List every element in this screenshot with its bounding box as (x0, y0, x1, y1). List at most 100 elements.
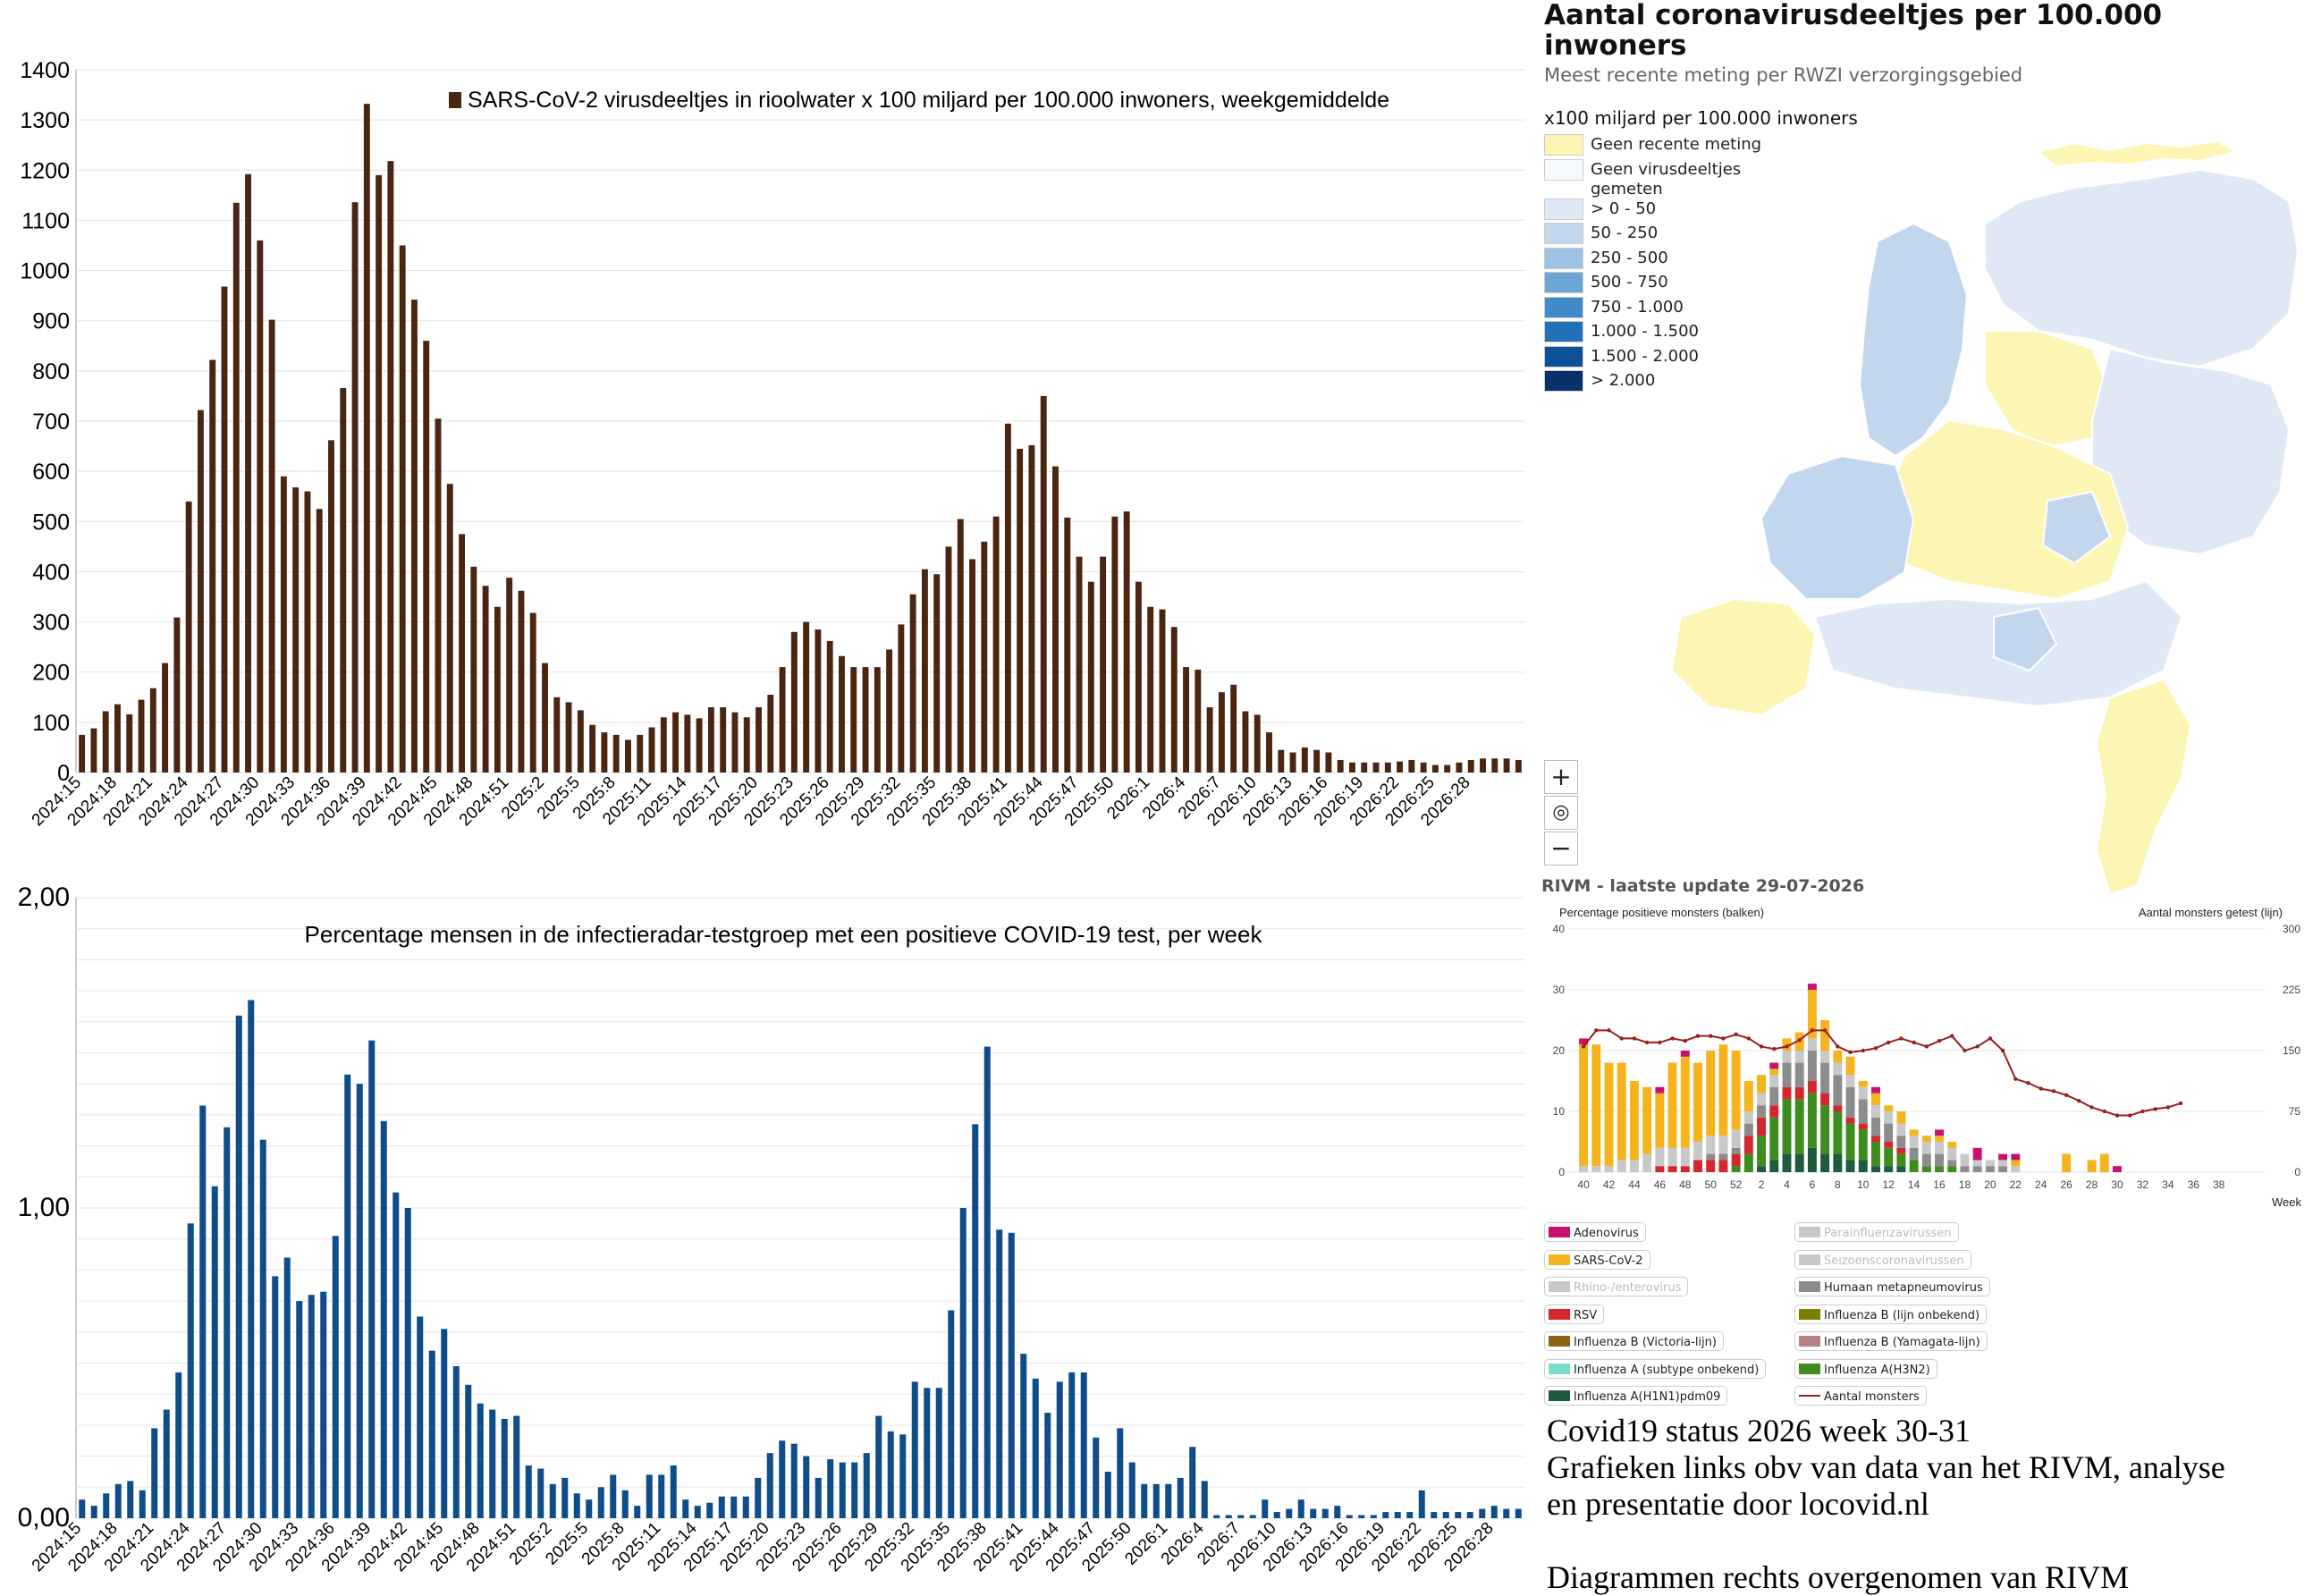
rivm-bar-rhino (1820, 1051, 1830, 1063)
bar (887, 1431, 894, 1518)
map-legend-swatch (1544, 345, 1583, 367)
bar (537, 1468, 544, 1518)
bar (625, 739, 631, 773)
bar (586, 1499, 593, 1518)
bar (565, 702, 572, 773)
rivm-line-point (2128, 1113, 2132, 1118)
rivm-legend-item: Humaan metapneumovirus (1794, 1277, 1990, 1296)
map-region-highlight-2[interactable] (2041, 490, 2112, 565)
bar (718, 1496, 725, 1518)
rivm-line-point (1619, 1036, 1624, 1041)
bar (1370, 1515, 1377, 1518)
netherlands-map[interactable] (1609, 116, 2313, 903)
rivm-bar-hmpv (1935, 1153, 1945, 1167)
rivm-bar-rhino (1960, 1153, 1970, 1167)
map-region-south-holland[interactable] (1760, 454, 1915, 600)
bar (720, 707, 727, 773)
rivm-bar-sars (1642, 1086, 1652, 1154)
rivm-legend-label: Influenza A(H1N1)pdm09 (1574, 1390, 1721, 1404)
bar (589, 724, 596, 773)
rivm-bar-sars (2087, 1160, 2097, 1172)
rivm-bar-sars (1947, 1142, 1957, 1148)
bar (981, 541, 988, 773)
rivm-bar-h3n2 (1731, 1166, 1741, 1172)
map-region-zeeland[interactable] (1670, 597, 1817, 717)
rivm-bar-h3n2 (1896, 1153, 1906, 1167)
bar (1466, 1512, 1473, 1518)
bar (525, 1465, 532, 1518)
bar (102, 711, 109, 773)
rivm-bar-h1n1 (1845, 1160, 1855, 1172)
bar (296, 1301, 303, 1518)
bar (1183, 667, 1190, 773)
bar (79, 1499, 86, 1518)
rivm-bar-sars (1579, 1044, 1589, 1167)
map-region-limburg[interactable] (2095, 678, 2192, 896)
rivm-x-tick: 50 (1705, 1178, 1718, 1191)
bar (755, 1477, 762, 1518)
map-legend-label: 500 - 750 (1591, 273, 1668, 291)
rivm-bar-adeno (2011, 1153, 2021, 1161)
aantal-monsters-line (1583, 1029, 2182, 1117)
bar (839, 1462, 846, 1518)
map-legend-label: 1.000 - 1.500 (1591, 322, 1699, 341)
locate-button[interactable]: ◎ (1544, 796, 1578, 830)
caption-line-1: Covid19 status 2026 week 30-31 (1547, 1413, 1971, 1448)
bar (682, 1499, 689, 1518)
bar (248, 1000, 255, 1518)
rivm-right-axis-label: Aantal monsters getest (lijn) (2139, 906, 2283, 919)
bar (1225, 1515, 1232, 1518)
bar (924, 1388, 931, 1518)
rivm-bar-rsv (1680, 1166, 1690, 1172)
bar (1384, 762, 1391, 773)
rivm-bar-rsv (1896, 1147, 1906, 1154)
bar (634, 1506, 641, 1518)
rivm-bar-h3n2 (1833, 1111, 1843, 1154)
rivm-bar-h3n2 (1858, 1129, 1868, 1161)
map-legend-swatch (1544, 321, 1583, 342)
rivm-bar-sars (1693, 1062, 1702, 1142)
bar (1068, 1372, 1076, 1518)
rivm-bar-rsv (1667, 1166, 1677, 1172)
zoom-out-button[interactable]: − (1544, 832, 1578, 866)
rivm-line-point (1721, 1036, 1726, 1041)
bar (1397, 761, 1404, 773)
bar (1431, 764, 1439, 773)
y-tick-label: 400 (32, 560, 70, 585)
y-tick-label: 0,00 (18, 1503, 70, 1533)
bar (356, 1084, 363, 1518)
rivm-bar-rhino (1655, 1147, 1665, 1167)
rivm-bar-hmpv (1909, 1147, 1919, 1161)
zoom-in-button[interactable]: + (1544, 760, 1578, 794)
bar (983, 1046, 991, 1518)
bar (477, 1403, 484, 1518)
bar (658, 1474, 665, 1518)
rivm-stacked-chart: Percentage positieve monsters (balken) A… (1553, 906, 2302, 1209)
bar (790, 631, 798, 773)
bar (694, 1506, 701, 1518)
bar (1503, 1508, 1510, 1518)
bar (513, 1415, 520, 1518)
bar (1201, 1481, 1208, 1518)
bar (911, 1381, 918, 1518)
rivm-bar-sars (1604, 1062, 1614, 1167)
rivm-legend-label: RSV (1574, 1308, 1598, 1322)
rivm-x-tick: 26 (2060, 1178, 2072, 1191)
rivm-bar-rsv (1731, 1153, 1741, 1167)
bar (1028, 444, 1035, 773)
rivm-bar-hmpv (1706, 1153, 1716, 1161)
map-region-north[interactable] (1984, 168, 2300, 368)
map-region-highlight-1[interactable] (1993, 606, 2058, 672)
bar (79, 734, 86, 773)
bar (1349, 762, 1355, 773)
map-region-noord-holland[interactable] (1858, 222, 1969, 458)
bar (1020, 1354, 1027, 1518)
rivm-left-axis-label: Percentage positieve monsters (balken) (1559, 906, 1764, 919)
bar (573, 1493, 580, 1518)
rivm-legend-swatch (1799, 1363, 1820, 1374)
bar (646, 1474, 653, 1518)
bar (114, 1483, 122, 1518)
bar (221, 286, 228, 773)
rivm-bar-h1n1 (1769, 1160, 1779, 1172)
y-tick-label: 1400 (20, 58, 70, 83)
